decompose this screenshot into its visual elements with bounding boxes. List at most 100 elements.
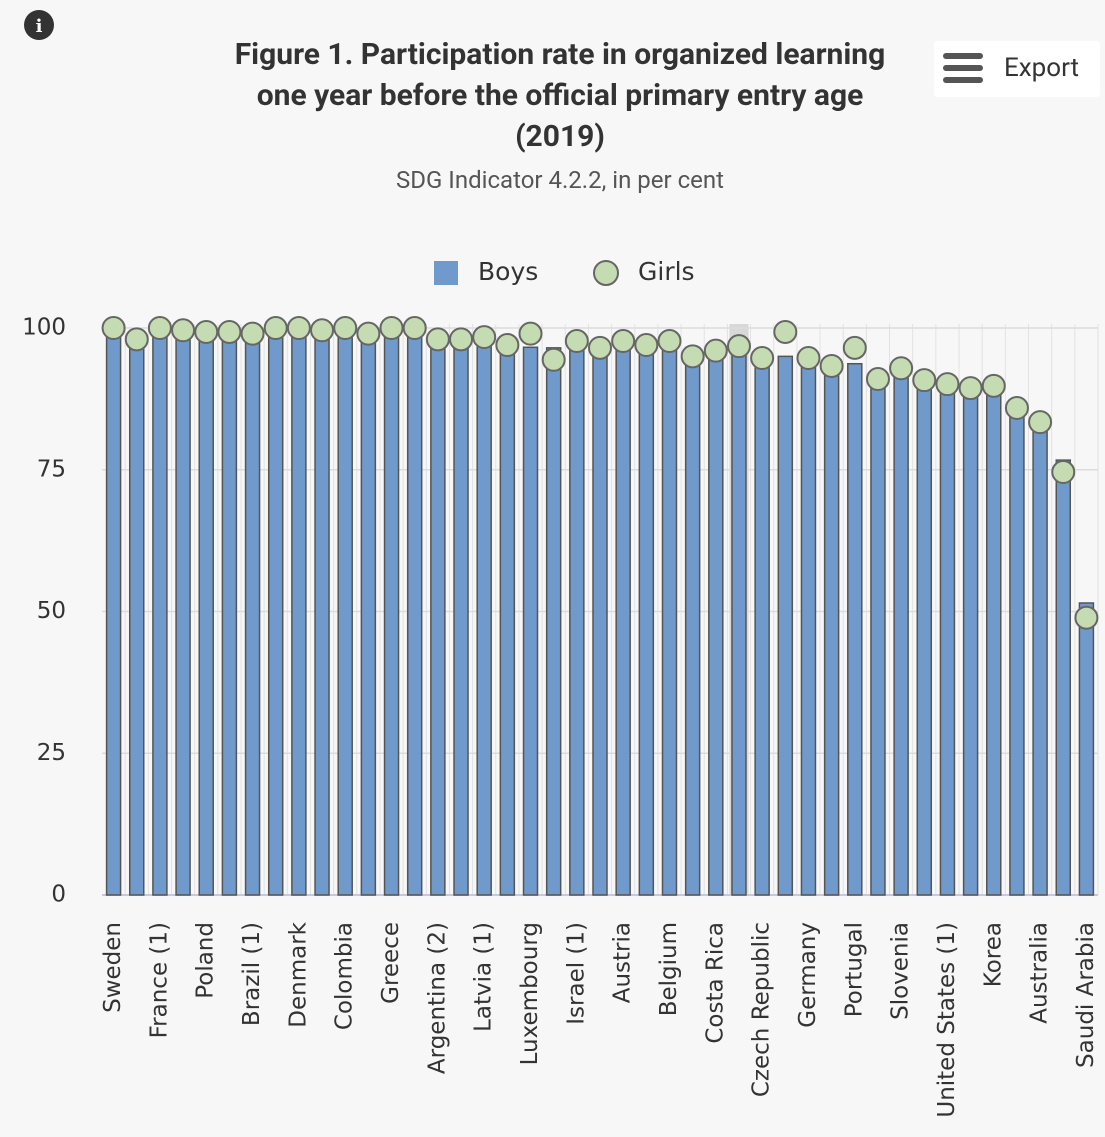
- x-tick-label: Israel (1): [563, 922, 589, 1025]
- bar: [198, 332, 214, 896]
- x-tick-label: Portugal: [841, 922, 867, 1017]
- x-tick-label: Greece: [378, 922, 404, 1004]
- dot: [1028, 410, 1053, 435]
- bar: [360, 338, 377, 896]
- x-tick-label: Germany: [795, 922, 821, 1028]
- dot: [703, 338, 728, 363]
- dot: [865, 367, 890, 392]
- dot: [333, 316, 358, 340]
- bar: [1009, 412, 1025, 896]
- dot: [588, 335, 612, 360]
- menu-icon: [943, 53, 983, 83]
- bar: [777, 355, 794, 896]
- x-tick-label: United States (1): [934, 922, 960, 1118]
- x-tick-label: Luxembourg: [517, 922, 543, 1065]
- x-tick-label: Brazil (1): [239, 922, 265, 1026]
- bar: [267, 332, 284, 896]
- dot: [101, 316, 126, 340]
- bar: [661, 344, 678, 896]
- x-tick-label: Korea: [980, 922, 1006, 987]
- x-tick-label: Australia: [1027, 922, 1053, 1024]
- dot: [286, 316, 311, 340]
- bar: [406, 332, 423, 896]
- bar: [1078, 602, 1095, 896]
- dot: [842, 335, 867, 360]
- legend-label: Boys: [478, 257, 538, 286]
- x-tick-label: Denmark: [285, 921, 311, 1027]
- dot: [147, 316, 172, 340]
- bar: [708, 355, 724, 896]
- x-tick-label: Belgium: [656, 922, 682, 1016]
- chart-subtitle: SDG Indicator 4.2.2, in per cent: [396, 166, 724, 194]
- dot: [750, 346, 775, 371]
- bar: [569, 344, 585, 896]
- bar: [754, 355, 770, 896]
- dot: [379, 316, 404, 340]
- bar: [870, 378, 886, 896]
- legend-label: Girls: [638, 257, 695, 286]
- y-tick-label: 75: [37, 456, 66, 482]
- dot: [1004, 395, 1029, 420]
- dot: [263, 316, 288, 340]
- bar: [152, 332, 168, 896]
- dot: [935, 372, 960, 397]
- bar: [731, 349, 747, 896]
- bar: [962, 389, 979, 896]
- dot: [217, 319, 242, 344]
- bar: [128, 338, 145, 896]
- dot: [726, 334, 751, 359]
- x-tick-label: Saudi Arabia: [1073, 922, 1099, 1068]
- chart-title: Figure 1. Participation rate in organize…: [234, 37, 886, 154]
- export-label: Export: [1004, 53, 1080, 83]
- bar: [615, 344, 631, 896]
- bar: [986, 389, 1002, 896]
- dot: [680, 344, 705, 369]
- bar: [337, 332, 353, 896]
- legend-swatch: [434, 261, 458, 285]
- dot: [1051, 460, 1076, 485]
- x-tick-label: Slovenia: [888, 922, 914, 1020]
- x-tick-label: Sweden: [100, 922, 126, 1013]
- bar: [383, 332, 400, 896]
- info-icon[interactable]: [24, 10, 54, 40]
- y-tick-label: 0: [51, 882, 66, 908]
- export-button[interactable]: Export: [934, 41, 1100, 97]
- bar: [939, 383, 956, 896]
- bar: [1055, 459, 1072, 896]
- bar: [476, 338, 492, 896]
- dot: [194, 319, 219, 344]
- bar: [314, 332, 330, 896]
- bar: [800, 361, 817, 896]
- dot: [495, 333, 520, 358]
- bar: [244, 332, 261, 896]
- x-tick-label: Austria: [610, 922, 636, 1003]
- dot: [171, 318, 196, 343]
- dot: [912, 368, 937, 393]
- dot: [981, 373, 1006, 398]
- bar: [175, 332, 191, 896]
- y-tick-label: 25: [37, 740, 66, 766]
- bar: [545, 347, 562, 896]
- dot: [240, 321, 265, 346]
- bar: [291, 332, 307, 896]
- y-tick-label: 100: [22, 315, 66, 341]
- x-tick-label: Latvia (1): [471, 922, 497, 1032]
- bar: [893, 372, 909, 896]
- dot: [796, 346, 821, 371]
- bar: [453, 338, 469, 896]
- dot: [518, 321, 543, 346]
- bar: [221, 332, 238, 896]
- dot: [958, 376, 983, 401]
- dot: [611, 329, 636, 354]
- bar: [499, 344, 516, 896]
- x-tick-label: Costa Rica: [702, 922, 728, 1044]
- x-tick-label: France (1): [146, 922, 172, 1038]
- bar: [105, 332, 122, 896]
- bar: [823, 366, 840, 896]
- dot: [541, 347, 566, 372]
- bar: [684, 355, 701, 896]
- bar: [916, 378, 933, 896]
- legend-swatch: [593, 260, 619, 286]
